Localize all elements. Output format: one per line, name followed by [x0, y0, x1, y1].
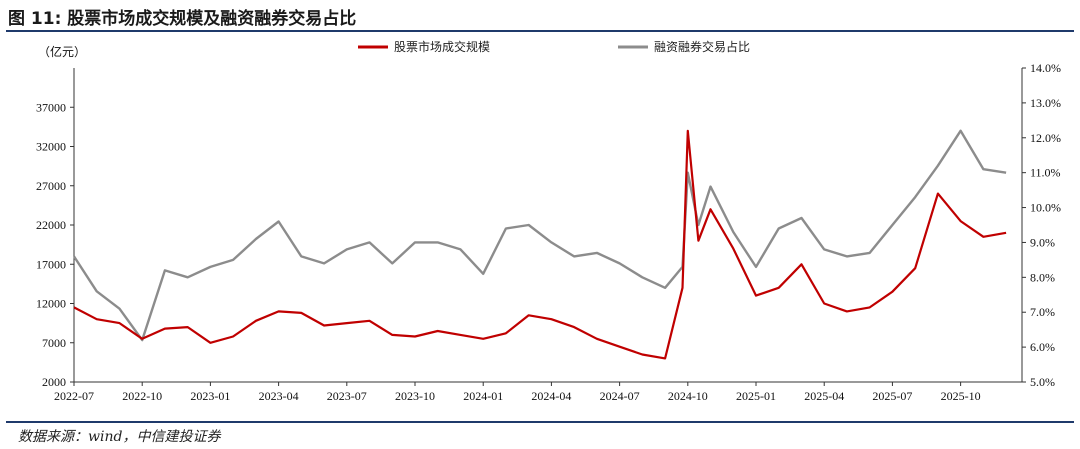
right-axis-ticks: 5.0% 6.0% 7.0% 8.0% 9.0% 10.0% 11.0% 12.0% 13.0%…	[1022, 61, 1061, 389]
legend-label: 融资融券交易占比	[654, 39, 750, 54]
series-lines	[72, 129, 1007, 360]
left-tick-label: 22000	[36, 218, 66, 232]
x-tick-label: 2022-10	[122, 389, 162, 403]
x-tick-label: 2022-07	[54, 389, 94, 403]
x-tick-label: 2023-07	[327, 389, 367, 403]
right-tick-label: 11.0%	[1030, 166, 1061, 180]
turnover-series-line	[73, 129, 1007, 360]
figure-title: 图 11: 股票市场成交规模及融资融券交易占比	[8, 9, 357, 29]
top-rule	[6, 30, 1074, 32]
right-tick-label: 14.0%	[1030, 61, 1061, 75]
right-tick-label: 8.0%	[1030, 270, 1055, 284]
legend-label: 股票市场成交规模	[394, 39, 490, 54]
left-tick-label: 27000	[36, 179, 66, 193]
left-tick-label: 12000	[36, 297, 66, 311]
x-tick-label: 2024-07	[600, 389, 640, 403]
margin-share-series-line	[72, 129, 1007, 342]
x-tick-label: 2023-10	[395, 389, 435, 403]
x-tick-label: 2023-01	[190, 389, 230, 403]
x-tick-label: 2025-07	[872, 389, 912, 403]
left-tick-label: 2000	[42, 375, 66, 389]
right-tick-label: 10.0%	[1030, 201, 1061, 215]
legend: 股票市场成交规模 融资融券交易占比	[358, 39, 750, 54]
left-tick-label: 7000	[42, 336, 66, 350]
right-tick-label: 5.0%	[1030, 375, 1055, 389]
x-tick-label: 2024-04	[531, 389, 571, 403]
x-axis-ticks: 2022-07 2022-10 2023-01 2023-04 2023-07 2023-…	[54, 382, 981, 403]
left-tick-label: 17000	[36, 257, 66, 271]
left-tick-label: 37000	[36, 100, 66, 114]
left-tick-label: 32000	[36, 140, 66, 154]
right-tick-label: 7.0%	[1030, 305, 1055, 319]
left-axis-unit-label: （亿元）	[38, 44, 86, 59]
right-tick-label: 13.0%	[1030, 96, 1061, 110]
x-tick-label: 2025-04	[804, 389, 844, 403]
left-axis-ticks: 2000 7000 12000 17000 22000 27000 32000 37000	[36, 100, 74, 389]
x-tick-label: 2023-04	[259, 389, 299, 403]
bottom-rule	[6, 421, 1074, 423]
right-tick-label: 6.0%	[1030, 340, 1055, 354]
plot-frame	[73, 68, 1023, 383]
right-tick-label: 12.0%	[1030, 131, 1061, 145]
x-tick-label: 2025-10	[941, 389, 981, 403]
x-tick-label: 2024-10	[668, 389, 708, 403]
x-tick-label: 2025-01	[736, 389, 776, 403]
source-note: 数据来源：wind，中信建投证券	[18, 429, 221, 445]
x-tick-label: 2024-01	[463, 389, 503, 403]
right-tick-label: 9.0%	[1030, 235, 1055, 249]
